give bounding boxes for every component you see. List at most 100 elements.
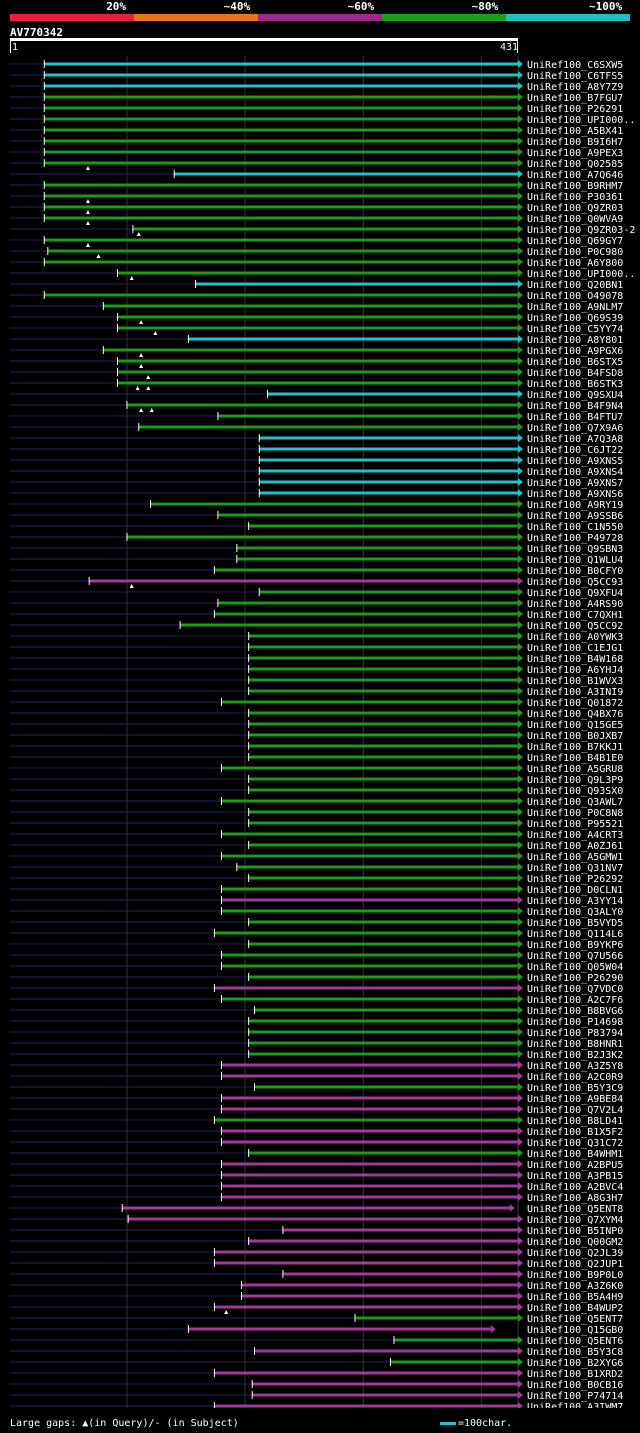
hit-end-arrow: [518, 1127, 523, 1135]
gap-marker: [153, 331, 158, 335]
hit-bar: [44, 293, 518, 297]
hit-bar: [221, 909, 518, 913]
legend-label-0: 20%: [106, 0, 127, 13]
hit-label: UniRef100_Q5ENT8: [527, 1204, 623, 1215]
hit-end-arrow: [518, 291, 523, 299]
hit-label: UniRef100_A6Y800: [527, 258, 623, 269]
scale-bar: [440, 1421, 456, 1425]
hit-label: UniRef100_Q15GE5: [527, 720, 623, 731]
hit-end-arrow: [518, 764, 523, 772]
hit-end-arrow: [518, 1380, 523, 1388]
hit-label: UniRef100_B5VYD5: [527, 918, 623, 929]
hit-end-arrow: [518, 962, 523, 970]
hit-end-arrow: [518, 159, 523, 167]
hit-bar: [267, 392, 518, 396]
hit-bar: [44, 183, 518, 187]
hit-bar: [221, 832, 518, 836]
hit-label: UniRef100_B0CFY0: [527, 566, 623, 577]
hit-end-arrow: [509, 1204, 515, 1212]
hit-label: UniRef100_Q01872: [527, 698, 623, 709]
hit-end-arrow: [518, 577, 523, 585]
hit-end-arrow: [518, 830, 523, 838]
hit-end-arrow: [518, 280, 523, 288]
hit-bar: [221, 1162, 518, 1166]
hit-label: UniRef100_Q2JUP1: [527, 1259, 623, 1270]
hit-bar: [221, 997, 518, 1001]
footer: Large gaps: ▲(in Query)/- (in Subject) =…: [10, 1418, 630, 1429]
hit-bar: [44, 117, 518, 121]
hit-label: UniRef100_C6TFS5: [527, 71, 623, 82]
hit-bar: [180, 623, 519, 627]
hit-bar: [132, 227, 518, 231]
hit-label: UniRef100_Q114L6: [527, 929, 623, 940]
hit-bar: [236, 557, 518, 561]
hit-label: UniRef100_P0C980: [527, 247, 623, 258]
hit-label: UniRef100_Q7U566: [527, 951, 623, 962]
hit-end-arrow: [490, 1325, 496, 1333]
legend-bar-3: [382, 14, 506, 21]
hit-end-arrow: [518, 203, 523, 211]
hit-end-arrow: [518, 93, 523, 101]
hit-bar: [221, 1184, 518, 1188]
hit-end-arrow: [518, 1237, 523, 1245]
hit-label: UniRef100_B6STX5: [527, 357, 623, 368]
hit-bar: [217, 414, 518, 418]
hit-label: UniRef100_Q5ENT6: [527, 1336, 623, 1347]
hit-end-arrow: [518, 269, 523, 277]
hit-bar: [44, 139, 518, 143]
hit-end-arrow: [518, 1006, 523, 1014]
hit-end-arrow: [518, 511, 523, 519]
hit-bar: [259, 469, 518, 473]
hit-end-arrow: [518, 456, 523, 464]
gap-marker: [139, 408, 144, 412]
hit-label: UniRef100_P74714: [527, 1391, 623, 1402]
hit-end-arrow: [518, 313, 523, 321]
hit-end-arrow: [518, 1270, 523, 1278]
hit-label: UniRef100_A9BE84: [527, 1094, 623, 1105]
hit-bar: [248, 656, 519, 660]
hit-label: UniRef100_A2C7F6: [527, 995, 623, 1006]
hit-end-arrow: [518, 1039, 523, 1047]
hit-bar: [248, 645, 519, 649]
hit-bar: [214, 1261, 518, 1265]
hit-label: UniRef100_Q9L3P9: [527, 775, 623, 786]
hit-bar: [221, 964, 518, 968]
hit-label: UniRef100_C1EJG1: [527, 643, 623, 654]
hit-bar: [195, 282, 518, 286]
hit-label: UniRef100_B2XYG6: [527, 1358, 623, 1369]
hit-end-arrow: [518, 984, 523, 992]
hit-label: UniRef100_P14698: [527, 1017, 623, 1028]
hit-end-arrow: [518, 588, 523, 596]
identity-legend: 20% ~40% ~60% ~80% ~100%: [10, 0, 630, 22]
hit-label: UniRef100_Q02585: [527, 159, 623, 170]
hit-end-arrow: [518, 335, 523, 343]
hit-bar: [117, 315, 519, 319]
hit-end-arrow: [518, 1050, 523, 1058]
hit-bar: [259, 436, 518, 440]
hit-bar: [221, 1129, 518, 1133]
hit-bar: [188, 337, 519, 341]
hit-label: UniRef100_Q05W04: [527, 962, 623, 973]
hit-end-arrow: [518, 610, 523, 618]
legend-label-1: ~40%: [223, 0, 251, 13]
hit-label: UniRef100_P26290: [527, 973, 623, 984]
hit-label: UniRef100_P30361: [527, 192, 623, 203]
ruler-end-tick: [517, 41, 518, 53]
hit-bar: [282, 1272, 518, 1276]
hit-label: UniRef100_B8HNR1: [527, 1039, 623, 1050]
hit-label: UniRef100_B5Y3C8: [527, 1347, 623, 1358]
hit-label: UniRef100_B9YKP6: [527, 940, 623, 951]
hit-label: UniRef100_Q5CC92: [527, 621, 623, 632]
hit-bar: [354, 1316, 518, 1320]
hit-end-arrow: [518, 357, 523, 365]
hit-label: UniRef100_A8Y801: [527, 335, 623, 346]
hit-label: UniRef100_P26291: [527, 104, 623, 115]
hit-bar: [221, 766, 518, 770]
hit-end-arrow: [518, 544, 523, 552]
hit-end-arrow: [518, 841, 523, 849]
hit-bar: [248, 1030, 519, 1034]
scale-legend: =100char.: [440, 1418, 512, 1429]
hit-end-arrow: [518, 1193, 523, 1201]
hit-bar: [282, 1228, 518, 1232]
hit-end-arrow: [518, 1149, 523, 1157]
